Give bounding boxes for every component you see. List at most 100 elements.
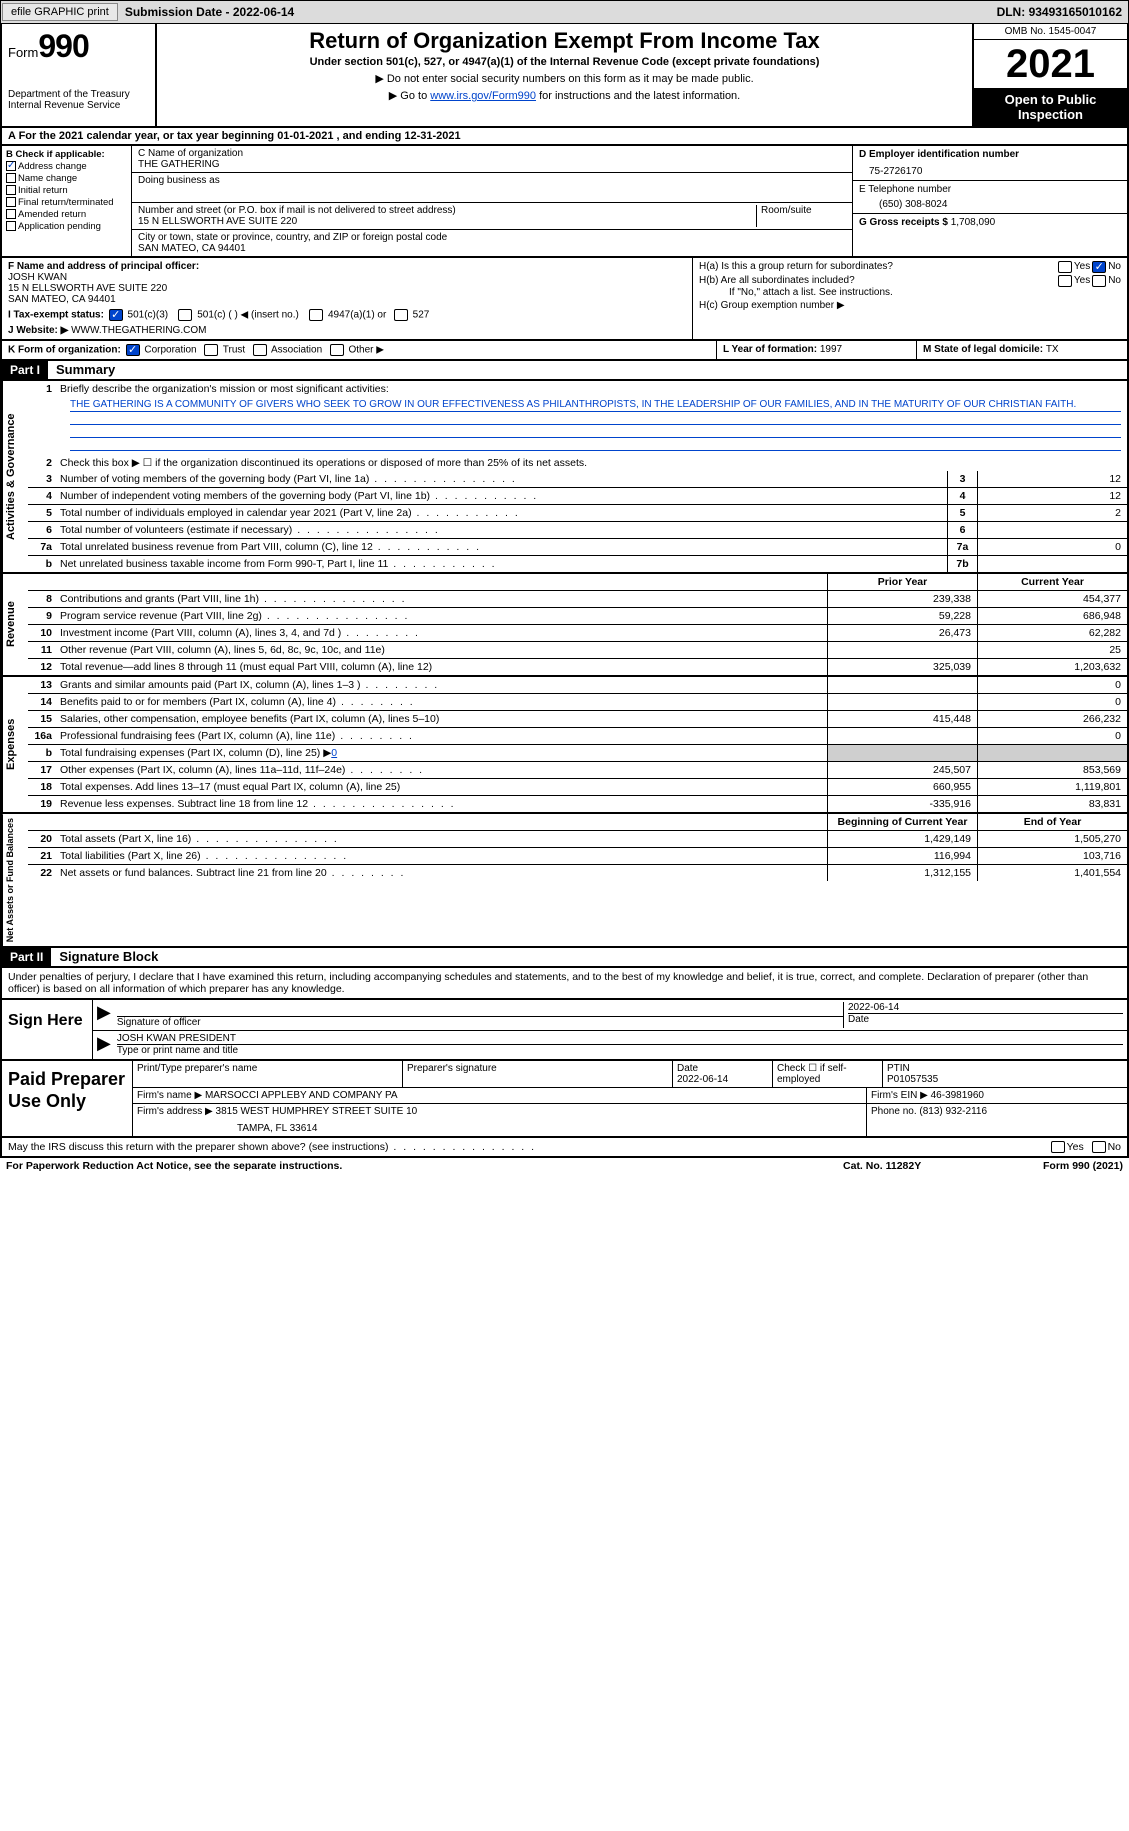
- q4-label: Number of independent voting members of …: [56, 488, 947, 504]
- p22: 1,312,155: [827, 865, 977, 881]
- part1-title: Summary: [48, 362, 115, 377]
- row-i: I Tax-exempt status: 501(c)(3) 501(c) ( …: [8, 309, 686, 321]
- p21: 116,994: [827, 848, 977, 864]
- prep-ptin: PTINP01057535: [883, 1061, 1127, 1087]
- irs-link[interactable]: www.irs.gov/Form990: [430, 90, 536, 102]
- p15: 415,448: [827, 711, 977, 727]
- checkbox-name-change[interactable]: [6, 173, 16, 183]
- note-link: ▶ Go to www.irs.gov/Form990 for instruct…: [161, 89, 968, 102]
- cb-other[interactable]: [330, 344, 344, 356]
- row-k: K Form of organization: Corporation Trus…: [2, 341, 717, 359]
- c20: 1,505,270: [977, 831, 1127, 847]
- p16a: [827, 728, 977, 744]
- c12: 1,203,632: [977, 659, 1127, 675]
- q22: Net assets or fund balances. Subtract li…: [56, 865, 827, 881]
- tab-activities: Activities & Governance: [2, 381, 28, 572]
- officer-addr1: 15 N ELLSWORTH AVE SUITE 220: [8, 283, 167, 294]
- tab-revenue: Revenue: [2, 574, 28, 675]
- checkbox-app-pending[interactable]: [6, 221, 16, 231]
- row-l: L Year of formation: 1997: [717, 341, 917, 359]
- prep-name-label: Print/Type preparer's name: [133, 1061, 403, 1087]
- footer-discuss: May the IRS discuss this return with the…: [0, 1138, 1129, 1158]
- v5: 2: [977, 505, 1127, 521]
- hb-yes[interactable]: [1058, 275, 1072, 287]
- q18: Total expenses. Add lines 13–17 (must eq…: [56, 779, 827, 795]
- p12: 325,039: [827, 659, 977, 675]
- mission-text: THE GATHERING IS A COMMUNITY OF GIVERS W…: [28, 397, 1127, 455]
- c9: 686,948: [977, 608, 1127, 624]
- sig-date: 2022-06-14Date: [843, 1002, 1123, 1028]
- checkbox-501c3[interactable]: [109, 309, 123, 321]
- block-c: C Name of organizationTHE GATHERING Doin…: [132, 146, 852, 256]
- cb-corp[interactable]: [126, 344, 140, 356]
- city-label: City or town, state or province, country…: [138, 232, 846, 243]
- checkbox-4947[interactable]: [309, 309, 323, 321]
- q5-label: Total number of individuals employed in …: [56, 505, 947, 521]
- block-b-label: B Check if applicable:: [6, 149, 127, 160]
- officer-name: JOSH KWAN: [8, 272, 67, 283]
- q1-label: Briefly describe the organization's miss…: [56, 381, 1127, 397]
- h-a-label: H(a) Is this a group return for subordin…: [699, 261, 1056, 273]
- p17: 245,507: [827, 762, 977, 778]
- cat-no: Cat. No. 11282Y: [843, 1160, 1043, 1172]
- open-inspection: Open to Public Inspection: [974, 88, 1127, 126]
- ha-no[interactable]: [1092, 261, 1106, 273]
- checkbox-address-change[interactable]: [6, 161, 16, 171]
- q10: Investment income (Part VIII, column (A)…: [56, 625, 827, 641]
- c16b: [977, 745, 1127, 761]
- cb-assoc[interactable]: [253, 344, 267, 356]
- part1-header: Part I: [2, 361, 48, 379]
- q17: Other expenses (Part IX, column (A), lin…: [56, 762, 827, 778]
- part2-header: Part II: [2, 948, 51, 966]
- tab-netassets: Net Assets or Fund Balances: [2, 814, 28, 946]
- form-word: Form: [8, 45, 38, 60]
- ha-yes[interactable]: [1058, 261, 1072, 273]
- hb-no[interactable]: [1092, 275, 1106, 287]
- p8: 239,338: [827, 591, 977, 607]
- checkbox-527[interactable]: [394, 309, 408, 321]
- checkbox-final-return[interactable]: [6, 197, 16, 207]
- v3: 12: [977, 471, 1127, 487]
- q11: Other revenue (Part VIII, column (A), li…: [56, 642, 827, 658]
- sign-here-label: Sign Here: [2, 1000, 92, 1059]
- firm-name: Firm's name ▶ MARSOCCI APPLEBY AND COMPA…: [133, 1088, 867, 1103]
- c22: 1,401,554: [977, 865, 1127, 881]
- org-name-label: C Name of organization: [138, 148, 846, 159]
- p14: [827, 694, 977, 710]
- q3-label: Number of voting members of the governin…: [56, 471, 947, 487]
- p9: 59,228: [827, 608, 977, 624]
- prep-sig-label: Preparer's signature: [403, 1061, 673, 1087]
- officer-addr2: SAN MATEO, CA 94401: [8, 294, 116, 305]
- efile-print-button[interactable]: efile GRAPHIC print: [2, 3, 118, 21]
- note-ssn: ▶ Do not enter social security numbers o…: [161, 72, 968, 85]
- prep-selfemp: Check ☐ if self-employed: [773, 1061, 883, 1087]
- org-name: THE GATHERING: [138, 159, 846, 170]
- row-m: M State of legal domicile: TX: [917, 341, 1127, 359]
- v4: 12: [977, 488, 1127, 504]
- discuss-yes[interactable]: [1051, 1141, 1065, 1153]
- block-h: H(a) Is this a group return for subordin…: [692, 258, 1127, 339]
- omb-number: OMB No. 1545-0047: [974, 24, 1127, 40]
- form-subtitle: Under section 501(c), 527, or 4947(a)(1)…: [161, 56, 968, 68]
- v7a: 0: [977, 539, 1127, 555]
- q2-label: Check this box ▶ ☐ if the organization d…: [56, 455, 1127, 471]
- c11: 25: [977, 642, 1127, 658]
- cb-trust[interactable]: [204, 344, 218, 356]
- checkbox-amended[interactable]: [6, 209, 16, 219]
- officer-label: F Name and address of principal officer:: [8, 261, 199, 272]
- q7b-label: Net unrelated business taxable income fr…: [56, 556, 947, 572]
- checkbox-initial-return[interactable]: [6, 185, 16, 195]
- sig-intro: Under penalties of perjury, I declare th…: [0, 968, 1129, 1000]
- prep-date: Date2022-06-14: [673, 1061, 773, 1087]
- q16b: Total fundraising expenses (Part IX, col…: [56, 745, 827, 761]
- q20: Total assets (Part X, line 16): [56, 831, 827, 847]
- firm-phone: Phone no. (813) 932-2116: [867, 1104, 1127, 1136]
- c14: 0: [977, 694, 1127, 710]
- tel-label: E Telephone number: [859, 184, 1121, 195]
- q12: Total revenue—add lines 8 through 11 (mu…: [56, 659, 827, 675]
- room-label: Room/suite: [756, 205, 846, 227]
- discuss-no[interactable]: [1092, 1141, 1106, 1153]
- checkbox-501c[interactable]: [178, 309, 192, 321]
- c13: 0: [977, 677, 1127, 693]
- c17: 853,569: [977, 762, 1127, 778]
